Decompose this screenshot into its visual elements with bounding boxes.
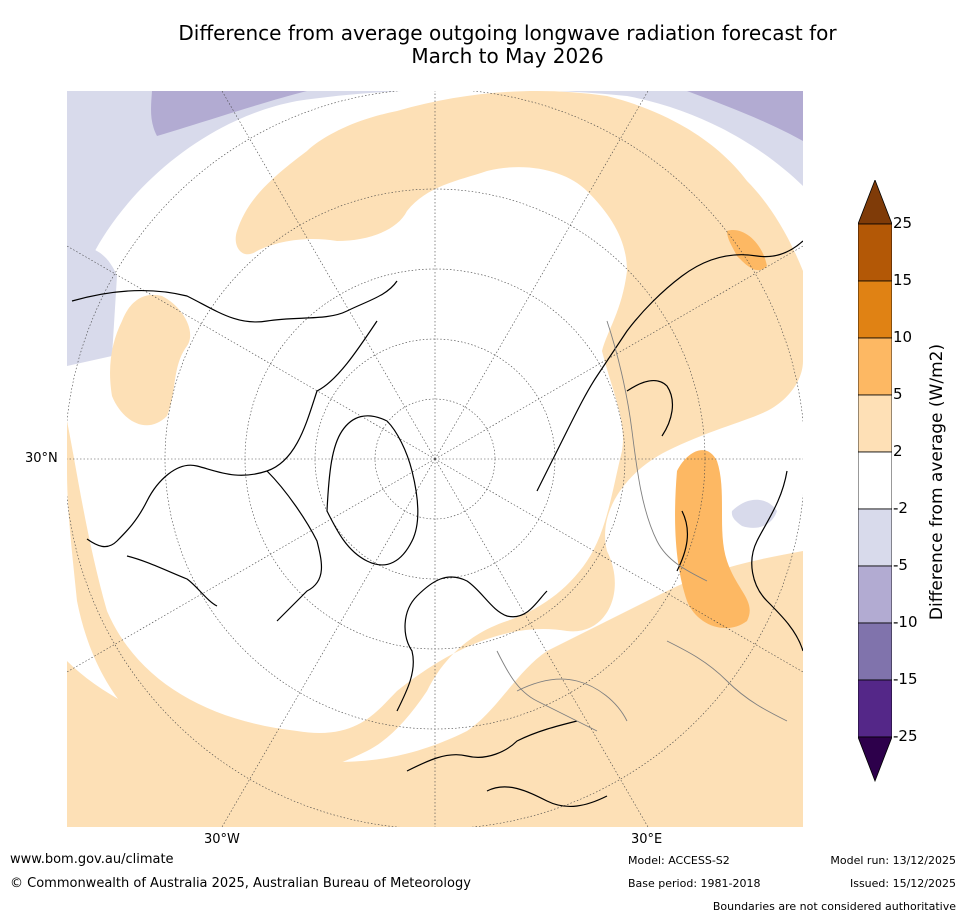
positive-anomaly-ring-south [67, 551, 803, 827]
colorbar [858, 180, 892, 782]
colorbar-tick-label: 25 [893, 214, 913, 232]
footer-url[interactable]: www.bom.gov.au/climate [10, 852, 174, 867]
longitude-label-30w: 30°W [204, 832, 240, 847]
colorbar-extend-max [858, 180, 892, 225]
footer-copyright: © Commonwealth of Australia 2025, Austra… [10, 876, 471, 891]
coastline-europe [396, 576, 608, 807]
chart-title: Difference from average outgoing longwav… [0, 22, 965, 68]
colorbar-bin--25--15 [858, 679, 892, 738]
moderate-positive-anomaly-siberia [727, 230, 767, 271]
colorbar-tick-label: -10 [893, 613, 918, 631]
footer-issued: Issued: 15/12/2025 [849, 877, 956, 890]
longitude-label-30e: 30°E [631, 832, 663, 847]
coastline-asia [536, 240, 803, 652]
positive-anomaly-north-america [110, 294, 191, 426]
footer-model: Model: ACCESS-S2 [628, 854, 730, 867]
colorbar-tick-label: 2 [893, 442, 903, 460]
colorbar-tick-label: -5 [893, 556, 908, 574]
negative-anomaly-east-asia [731, 499, 777, 528]
colorbar-title: Difference from average (W/m2) [927, 343, 947, 621]
coastline-greenland [326, 415, 419, 566]
colorbar-bin-5-10 [858, 337, 892, 396]
negative-anomaly-region [67, 91, 803, 331]
negative-anomaly-region-2 [151, 91, 307, 136]
footer-base-period: Base period: 1981-2018 [628, 877, 761, 890]
colorbar-bin--10--5 [858, 565, 892, 624]
title-line-1: Difference from average outgoing longwav… [178, 21, 837, 45]
colorbar-bin--2-2 [858, 451, 892, 510]
footer-disclaimer: Boundaries are not considered authoritat… [712, 900, 956, 913]
colorbar-tick-label: 15 [893, 271, 913, 289]
coastline-north-america [71, 280, 398, 622]
colorbar-bin--15--10 [858, 622, 892, 681]
polar-map [67, 91, 803, 827]
moderate-positive-anomaly-asia [675, 450, 750, 629]
title-line-2: March to May 2026 [411, 44, 604, 68]
colorbar-extend-min [858, 736, 892, 782]
colorbar-bin-10-15 [858, 280, 892, 339]
colorbar-bin-15-25 [858, 223, 892, 282]
colorbar-tick-label: -15 [893, 670, 918, 688]
coastlines [71, 240, 803, 807]
negative-anomaly-region-4 [67, 247, 117, 366]
colorbar-tick-label: 5 [893, 385, 903, 403]
colorbar-tick-label: -2 [893, 499, 908, 517]
colorbar-tick-label: 10 [893, 328, 913, 346]
latitude-label-30n: 30°N [25, 451, 58, 466]
colorbar-bin-2-5 [858, 394, 892, 453]
country-borders [496, 320, 788, 732]
colorbar-bin--5--2 [858, 508, 892, 567]
footer-model-run: Model run: 13/12/2025 [830, 854, 956, 867]
graticule [67, 91, 803, 827]
colorbar-tick-label: -25 [893, 727, 918, 745]
negative-anomaly-region-3 [687, 91, 803, 141]
